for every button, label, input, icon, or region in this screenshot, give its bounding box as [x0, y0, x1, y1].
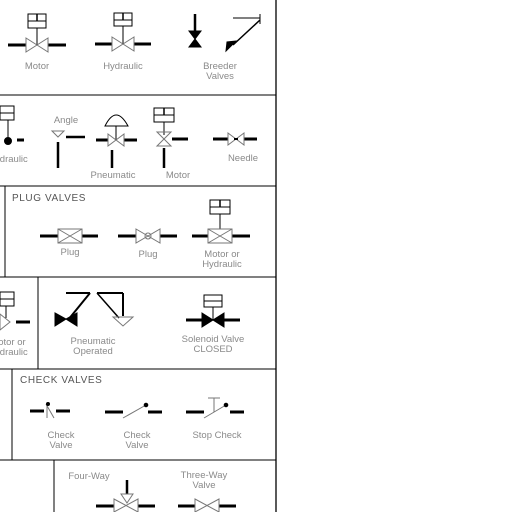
label-motor: Motor — [24, 61, 50, 72]
pneumatic-operated-valve-symbol-2 — [96, 292, 135, 327]
label-motor-or-hydraulic: Motor or Hydraulic — [202, 249, 242, 270]
motor-valve-symbol — [8, 13, 66, 53]
label-plug-1: Plug — [60, 247, 80, 258]
solenoid-valve-closed-symbol — [186, 294, 240, 328]
label-hydraulic-2: Hydraulic — [0, 154, 28, 165]
breeder-valve-symbol-1 — [188, 14, 202, 48]
label-check-valve-1: Check Valve — [47, 430, 75, 451]
four-way-valve-symbol — [96, 480, 155, 512]
breeder-valve-symbol-2 — [225, 14, 261, 53]
motor-hydraulic-valve-symbol-partial — [0, 291, 30, 331]
label-angle: Angle — [53, 115, 79, 126]
label-stop-check: Stop Check — [192, 430, 242, 441]
label-four-way: Four-Way — [68, 471, 110, 482]
motor-angle-valve-symbol — [153, 107, 188, 168]
angle-valve-symbol — [50, 130, 85, 168]
pneumatic-valve-symbol — [96, 114, 137, 168]
plug-valve-symbol-2 — [118, 228, 177, 244]
label-hydraulic: Hydraulic — [103, 61, 143, 72]
pneumatic-operated-valve-symbol-1 — [54, 292, 91, 327]
stop-check-valve-symbol — [186, 397, 244, 419]
label-breeder-valves: Breeder Valves — [203, 61, 237, 82]
check-valve-symbol-2 — [105, 402, 162, 419]
plug-valve-motor-hydraulic-symbol — [192, 199, 250, 244]
label-pneumatic-operated: Pneumatic Operated — [70, 336, 116, 357]
label-plug-2: Plug — [138, 249, 158, 260]
plug-valve-symbol-1 — [40, 228, 98, 244]
hydraulic-valve-symbol — [95, 12, 151, 52]
label-three-way-valve: Three-Way Valve — [180, 470, 228, 491]
label-needle: Needle — [227, 153, 259, 164]
section-frame — [0, 0, 277, 512]
label-motor-or-hydraulic-2: Motor or Hydraulic — [0, 337, 28, 358]
hydraulic-valve-symbol-partial — [0, 105, 24, 145]
label-pneumatic: Pneumatic — [90, 170, 136, 181]
check-valves-header: CHECK VALVES — [20, 375, 103, 386]
three-way-valve-symbol — [178, 498, 236, 512]
label-motor-2: Motor — [165, 170, 191, 181]
label-check-valve-2: Check Valve — [123, 430, 151, 451]
check-valve-symbol-1 — [30, 402, 70, 419]
needle-valve-symbol — [213, 132, 257, 146]
plug-valves-header: PLUG VALVES — [12, 193, 87, 204]
label-solenoid-valve-closed: Solenoid Valve CLOSED — [181, 334, 245, 355]
